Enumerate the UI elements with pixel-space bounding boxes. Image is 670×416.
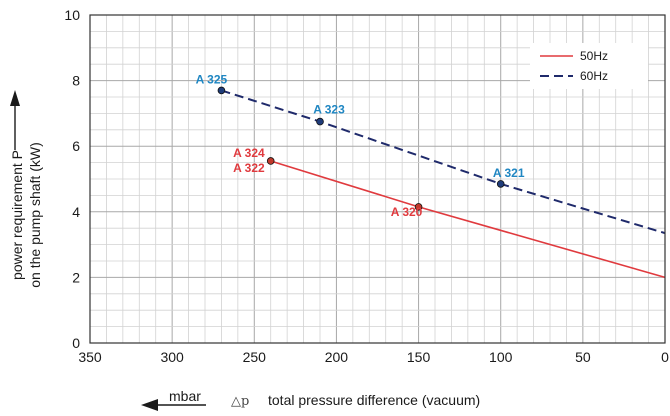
y-tick-label: 2	[72, 269, 80, 285]
x-tick-label: 50	[575, 349, 591, 365]
data-point-marker	[217, 86, 226, 95]
y-tick-label: 6	[72, 138, 80, 154]
delta-p-symbol: △p	[231, 394, 249, 409]
y-axis-title-line1: power requirement P	[9, 150, 25, 280]
plot-frame	[89, 14, 666, 344]
y-tick-labels: 0 2 4 6 8 10	[64, 7, 80, 351]
y-axis-arrow-icon	[10, 90, 20, 106]
data-point-marker	[414, 203, 423, 211]
point-label: A 323	[313, 103, 345, 117]
x-axis-arrow-icon	[141, 399, 158, 411]
point-label: A 322	[233, 161, 265, 175]
x-axis-title: total pressure difference (vacuum)	[268, 392, 480, 408]
y-tick-label: 4	[72, 204, 80, 220]
point-label: A 320	[391, 205, 423, 219]
y-axis-title-line2: on the pump shaft (kW)	[27, 142, 43, 288]
legend-box	[530, 43, 648, 89]
x-tick-label: 350	[78, 349, 102, 365]
x-tick-label: 0	[661, 349, 669, 365]
y-axis-title: power requirement P on the pump shaft (k…	[9, 142, 43, 288]
x-tick-label: 300	[160, 349, 184, 365]
x-tick-label: 200	[325, 349, 349, 365]
x-tick-labels: 350 300 250 200 150 100 50 0	[78, 349, 669, 365]
x-tick-label: 250	[243, 349, 267, 365]
legend-label: 50Hz	[580, 49, 608, 63]
series-line-60hz	[221, 89, 666, 235]
x-tick-label: 150	[407, 349, 431, 365]
legend: 50Hz 60Hz	[530, 43, 648, 89]
series-layer	[221, 89, 666, 279]
point-label: A 321	[493, 166, 525, 180]
y-tick-label: 0	[72, 335, 80, 351]
y-tick-label: 8	[72, 73, 80, 89]
y-tick-label: 10	[64, 7, 80, 23]
legend-label: 60Hz	[580, 69, 608, 83]
data-point-marker	[496, 180, 505, 188]
point-label: A 324	[233, 146, 265, 160]
point-label: A 325	[196, 72, 228, 86]
x-axis-unit: mbar	[169, 388, 201, 404]
data-point-marker	[316, 117, 324, 126]
x-tick-label: 100	[489, 349, 513, 365]
data-point-marker	[266, 157, 275, 165]
